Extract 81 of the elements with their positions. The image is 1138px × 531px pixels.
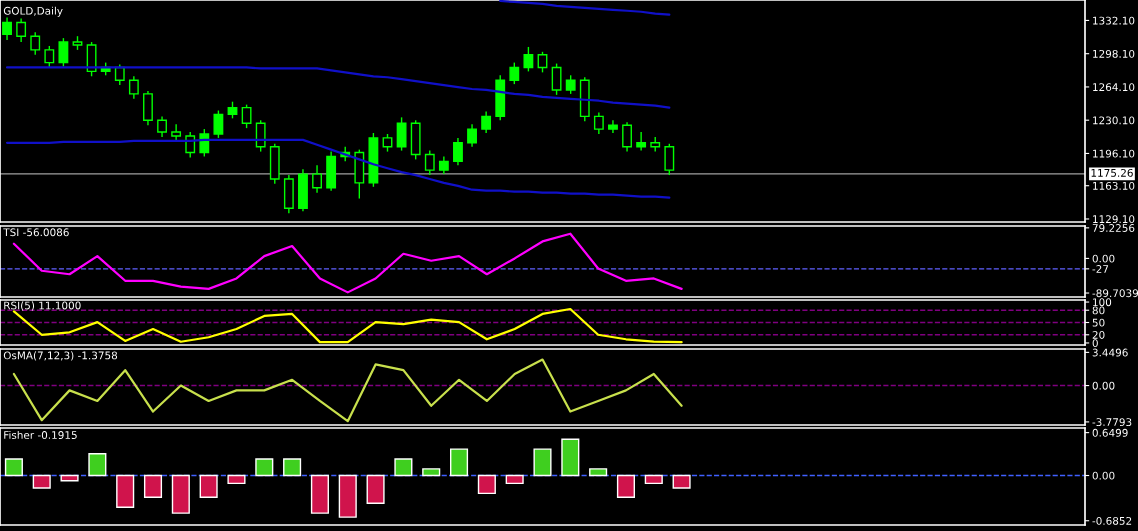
bar xyxy=(4,458,23,477)
candlestick xyxy=(593,111,604,135)
y-tick-label: 1264.10 xyxy=(1093,83,1135,92)
bar xyxy=(561,438,580,477)
bar xyxy=(338,474,357,518)
chart-title: OsMA(7,12,3) -1.3758 xyxy=(3,351,118,361)
chart-title: RSI(5) 11.1000 xyxy=(4,301,81,311)
candlestick xyxy=(467,123,477,148)
y-tick-label: 0.00 xyxy=(1092,471,1115,480)
candlestick xyxy=(509,61,520,85)
candlestick xyxy=(213,109,224,139)
chart-title: TSI -56.0086 xyxy=(3,228,69,237)
bar xyxy=(255,458,274,477)
y-tick-label: -0.6852 xyxy=(1092,516,1132,525)
candlestick xyxy=(565,74,576,95)
candlestick xyxy=(16,17,27,43)
bar xyxy=(505,474,524,485)
candlestick xyxy=(44,45,55,69)
y-tick-label: 1298.10 xyxy=(1093,49,1135,58)
candlestick xyxy=(424,149,435,176)
candlestick xyxy=(537,51,548,74)
y-tick-label: 79.2256 xyxy=(1092,224,1135,232)
candlestick xyxy=(551,62,562,96)
bar xyxy=(616,474,636,498)
candlestick xyxy=(58,37,69,68)
y-tick-label: 50 xyxy=(1092,318,1105,327)
bar xyxy=(171,474,190,514)
bar xyxy=(143,474,163,498)
text: GOLD,Daily xyxy=(3,6,63,17)
y-tick-label: 1196.10 xyxy=(1093,149,1135,158)
candlestick xyxy=(30,31,41,56)
y-tick-label: 1230.10 xyxy=(1093,116,1135,125)
bar xyxy=(116,474,135,508)
line-series xyxy=(499,0,671,16)
y-tick-label: 1332.10 xyxy=(1093,16,1135,25)
bar xyxy=(449,448,469,477)
candlestick xyxy=(241,103,252,129)
bar xyxy=(533,448,552,477)
y-tick-label: 0.00 xyxy=(1092,254,1115,263)
y-tick-label: -3.7793 xyxy=(1092,418,1132,427)
bar xyxy=(589,468,608,477)
y-tick-label: 3.4496 xyxy=(1092,348,1128,357)
bar xyxy=(88,453,107,477)
chart-title: Fisher -0.1915 xyxy=(4,430,77,439)
candlestick xyxy=(312,164,322,194)
y-tick-label: -27 xyxy=(1092,265,1109,273)
bar xyxy=(32,474,51,489)
bar xyxy=(199,474,218,498)
bar xyxy=(644,474,663,485)
y-tick-label: -89.7039 xyxy=(1092,289,1138,298)
y-tick-label: 80 xyxy=(1092,306,1105,315)
bar xyxy=(310,474,329,514)
candlestick xyxy=(664,143,675,176)
y-tick-label: 1129.10 xyxy=(1093,215,1135,224)
y-tick-label: 0.00 xyxy=(1092,381,1115,390)
candlestick xyxy=(157,115,167,138)
y-tick-label: 20 xyxy=(1092,331,1105,339)
candlestick xyxy=(2,16,12,41)
bar xyxy=(60,474,79,482)
y-tick-label: 1163.10 xyxy=(1093,181,1135,190)
ref-line-label: 1175.26 xyxy=(1091,168,1133,177)
y-tick-label: 0 xyxy=(1092,339,1098,348)
bar xyxy=(227,474,246,485)
bar xyxy=(366,474,385,504)
candlestick xyxy=(481,110,492,134)
candlestick xyxy=(255,119,266,153)
bar xyxy=(477,474,496,495)
candlestick xyxy=(199,128,210,158)
bar xyxy=(422,468,441,477)
candlestick xyxy=(128,75,139,100)
y-tick-label: 100 xyxy=(1093,298,1112,307)
candlestick xyxy=(453,137,463,166)
candlestick xyxy=(523,46,534,73)
line-series xyxy=(5,66,671,109)
y-tick-label: 0.6499 xyxy=(1092,428,1128,437)
candlestick xyxy=(622,121,632,153)
candlestick xyxy=(636,131,647,152)
bar xyxy=(394,458,413,477)
bar xyxy=(283,458,302,477)
bar xyxy=(672,474,691,489)
candlestick xyxy=(396,116,407,152)
